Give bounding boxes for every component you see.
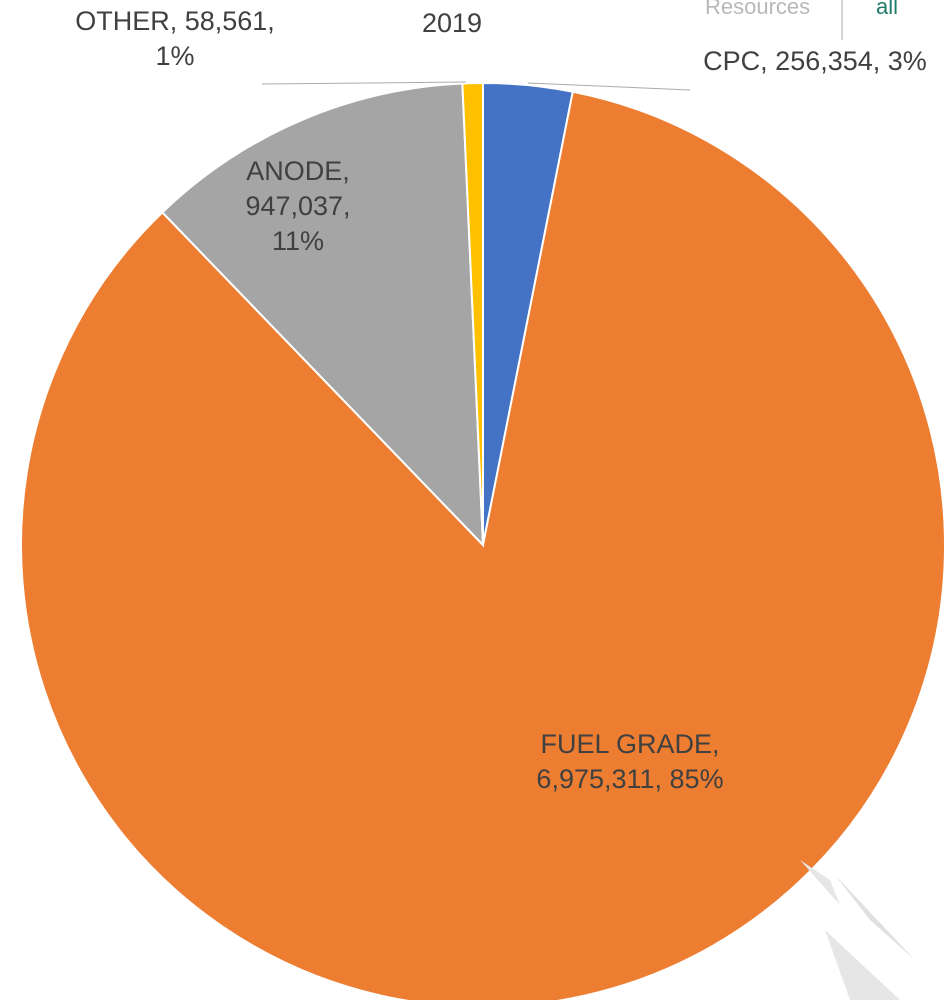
decoration xyxy=(825,930,900,1000)
data-label: OTHER, 58,561, 1% xyxy=(75,6,275,71)
pie-slice xyxy=(461,81,484,546)
leader-line xyxy=(527,82,691,91)
decoration xyxy=(835,875,915,960)
data-label: ANODE, 947,037, 11% xyxy=(245,156,351,256)
data-label: FUEL GRADE, 6,975,311, 85% xyxy=(536,729,724,794)
chart-title: 2019 xyxy=(421,8,483,38)
decoration xyxy=(800,860,840,905)
header-text: Resources xyxy=(705,0,811,19)
data-label: CPC, 256,354, 3% xyxy=(703,46,927,76)
slices xyxy=(20,81,946,1000)
pie-slice xyxy=(160,82,485,548)
leader-line xyxy=(261,81,467,85)
header-text: all xyxy=(876,0,899,19)
